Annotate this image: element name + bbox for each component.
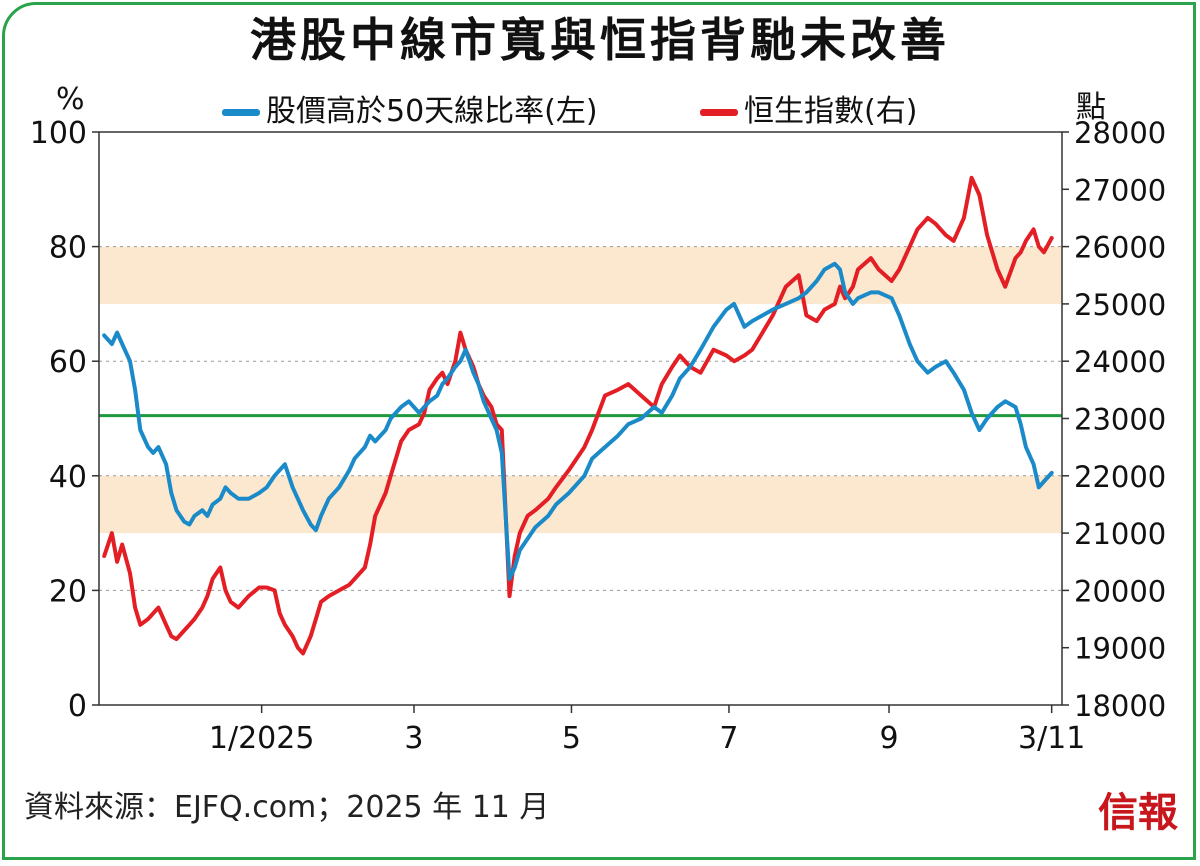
right-tick-label-18000: 18000 (1074, 689, 1166, 723)
x-tick-label-0: 1/2025 (209, 721, 315, 756)
right-tick-label-23000: 23000 (1074, 403, 1166, 437)
left-axis-unit: % (56, 82, 85, 117)
legend-item-breadth: 股價高於50天線比率(左) (222, 86, 598, 130)
left-tick-label-20: 20 (49, 574, 87, 609)
right-tick-label-28000: 28000 (1074, 116, 1166, 150)
shaded-band-1 (99, 246, 1062, 304)
legend-label-hsi: 恒生指數(右) (744, 94, 918, 129)
legend-swatch-hsi (700, 109, 738, 116)
right-tick-label-22000: 22000 (1074, 460, 1166, 494)
right-tick-label-24000: 24000 (1074, 345, 1166, 379)
shaded-band-0 (99, 475, 1062, 534)
right-tick-label-25000: 25000 (1074, 288, 1166, 322)
series-line-breadth (102, 261, 1054, 581)
publisher-logo: 信報 (1098, 789, 1178, 836)
x-tick-label-4: 9 (879, 721, 898, 756)
x-tick-label-2: 5 (562, 721, 581, 756)
right-tick-label-27000: 27000 (1074, 173, 1166, 207)
source-note: 資料來源：EJFQ.com；2025 年 11 月 (24, 790, 550, 825)
left-tick-label-80: 80 (49, 231, 87, 266)
chart-title: 港股中線市寬與恒指背馳未改善 (250, 13, 950, 67)
left-tick-label-0: 0 (68, 689, 87, 724)
left-tick-label-100: 100 (30, 116, 87, 151)
x-tick-label-3: 7 (719, 721, 738, 756)
right-tick-label-19000: 19000 (1074, 632, 1166, 666)
legend-label-breadth: 股價高於50天線比率(左) (266, 94, 598, 129)
legend-item-hsi: 恒生指數(右) (700, 86, 917, 130)
plot-area-border (98, 131, 1063, 706)
right-axis-unit: 點 (1076, 90, 1106, 125)
left-tick-label-60: 60 (49, 345, 87, 380)
right-tick-label-21000: 21000 (1074, 517, 1166, 551)
series-line-hsi (102, 175, 1054, 656)
x-tick-label-1: 3 (404, 721, 423, 756)
left-tick-label-40: 40 (49, 460, 87, 495)
right-tick-label-20000: 20000 (1074, 574, 1166, 608)
legend-swatch-breadth (222, 109, 260, 116)
x-tick-label-5: 3/11 (1018, 721, 1085, 756)
right-tick-label-26000: 26000 (1074, 231, 1166, 265)
